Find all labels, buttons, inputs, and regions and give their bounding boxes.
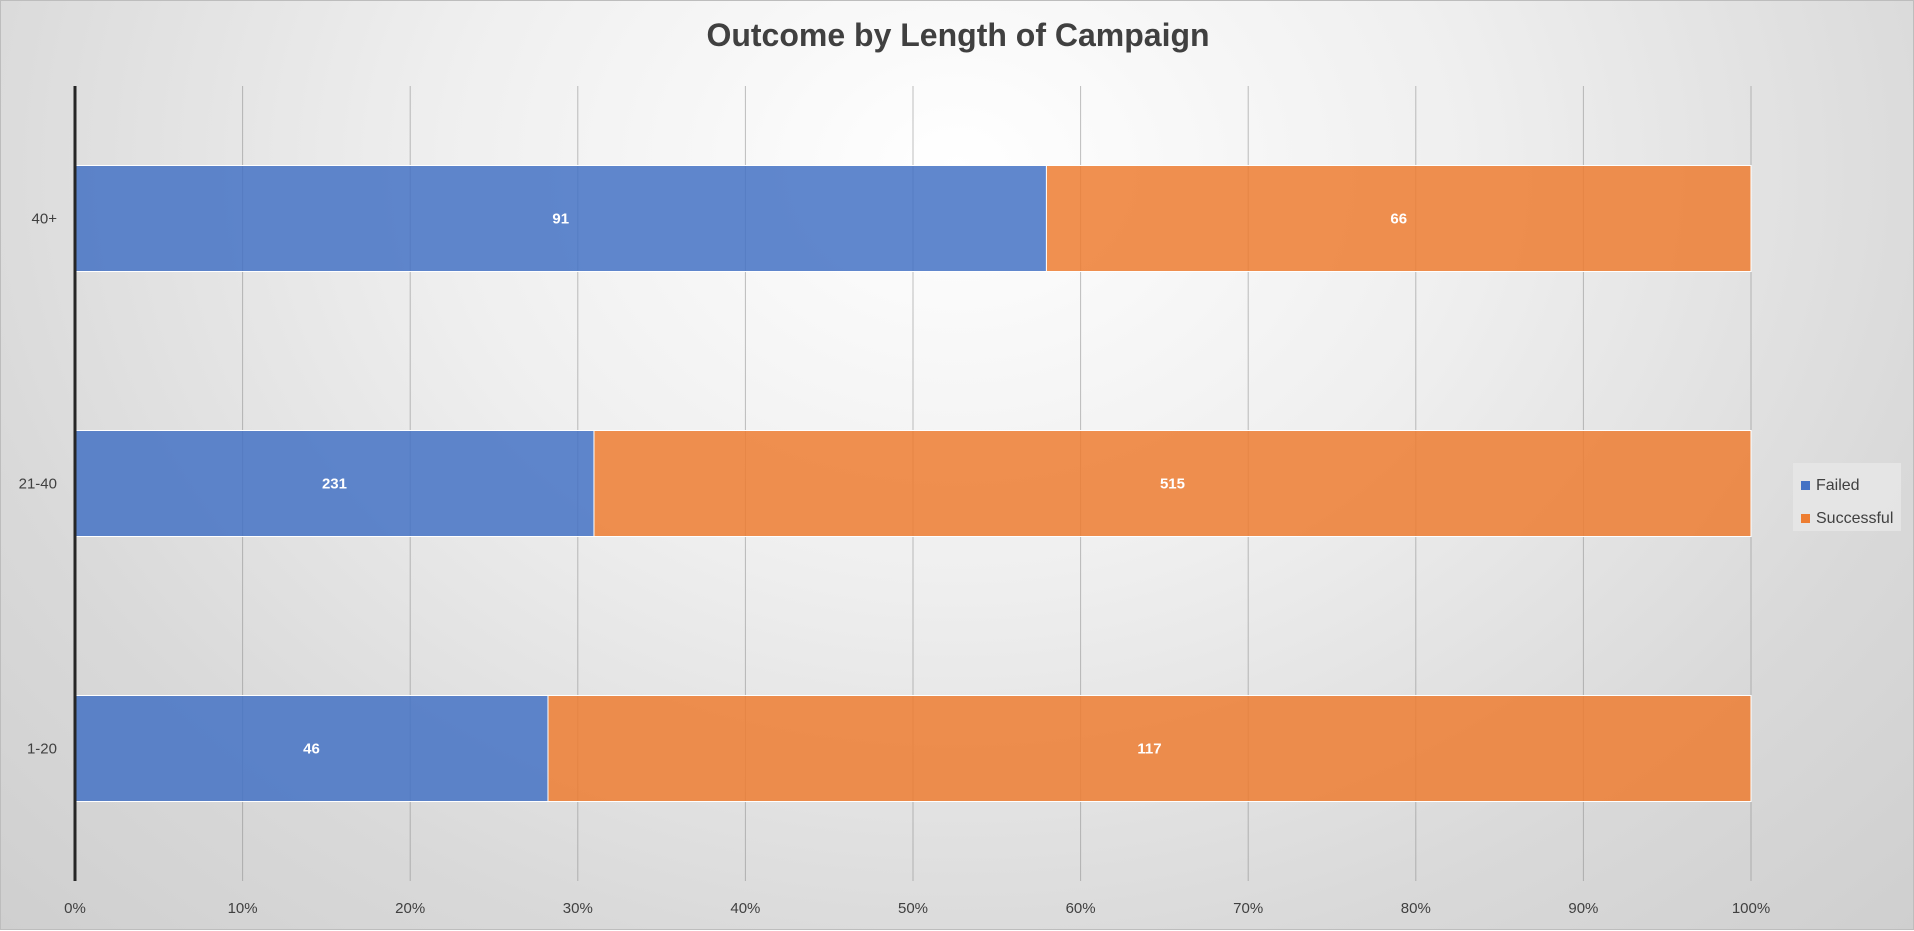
data-label-successful-1: 515 <box>1160 476 1185 493</box>
bar-successful-1 <box>593 430 1752 537</box>
legend-swatch-failed <box>1801 481 1810 490</box>
x-tick-label-8: 80% <box>1401 900 1431 917</box>
x-tick-label-0: 0% <box>64 900 86 917</box>
y-tick-label-2: 1-20 <box>27 741 57 758</box>
legend-entry-failed: Failed <box>1793 469 1901 502</box>
legend-entry-successful: Successful <box>1793 502 1901 535</box>
bar-failed-1 <box>74 430 595 537</box>
x-tick-label-5: 50% <box>898 900 928 917</box>
bar-successful-0 <box>1045 165 1752 272</box>
data-label-failed-0: 91 <box>552 211 569 228</box>
y-tick-label-1: 21-40 <box>19 476 57 493</box>
x-tick-label-10: 100% <box>1732 900 1770 917</box>
x-tick-label-7: 70% <box>1233 900 1263 917</box>
legend: Failed Successful <box>1793 463 1901 531</box>
data-label-failed-1: 231 <box>322 476 347 493</box>
x-tick-label-3: 30% <box>563 900 593 917</box>
bar-successful-2 <box>547 695 1752 802</box>
bar-failed-0 <box>74 165 1047 272</box>
bar-failed-2 <box>74 695 549 802</box>
x-tick-label-2: 20% <box>395 900 425 917</box>
data-label-successful-0: 66 <box>1390 211 1407 228</box>
x-tick-label-9: 90% <box>1568 900 1598 917</box>
x-tick-label-1: 10% <box>228 900 258 917</box>
data-label-failed-2: 46 <box>303 741 320 758</box>
x-tick-label-6: 60% <box>1066 900 1096 917</box>
data-label-successful-2: 117 <box>1137 741 1161 758</box>
chart-title: Outcome by Length of Campaign <box>706 17 1210 53</box>
legend-label-failed: Failed <box>1816 476 1860 494</box>
x-tick-label-4: 40% <box>730 900 760 917</box>
y-tick-label-0: 40+ <box>32 211 58 228</box>
legend-label-successful: Successful <box>1816 509 1894 527</box>
legend-swatch-successful <box>1801 514 1810 523</box>
